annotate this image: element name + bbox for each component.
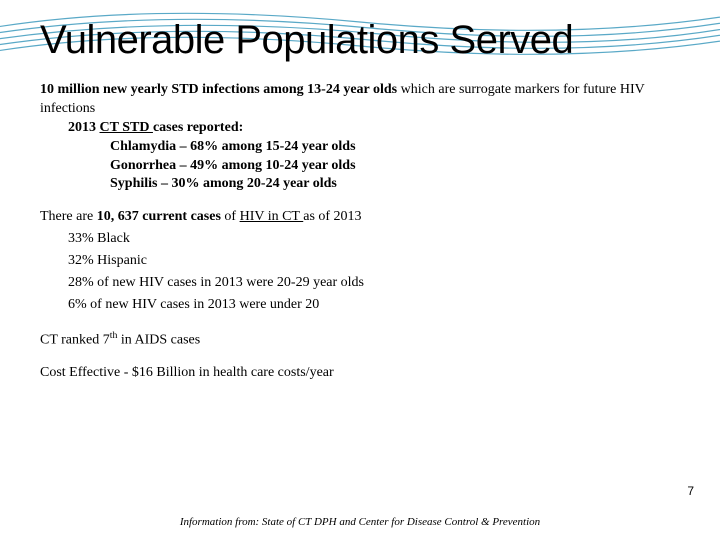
slide-content: Vulnerable Populations Served 10 million… <box>0 0 720 383</box>
para-hiv: There are 10, 637 current cases of HIV i… <box>40 208 680 314</box>
std-lead-bold: 10 million new yearly STD infections amo… <box>40 82 401 97</box>
hiv-lead-pre: There are <box>40 209 97 224</box>
hiv-lead-ul: HIV in CT <box>240 209 304 224</box>
std-item: Syphilis – 30% among 20-24 year olds <box>40 175 680 194</box>
hiv-lead-post: as of 2013 <box>303 209 361 224</box>
std-item: Chlamydia – 68% among 15-24 year olds <box>40 138 680 157</box>
para-rank: CT ranked 7th in AIDS cases <box>40 329 680 351</box>
hiv-lead-bold: 10, 637 current cases <box>97 209 225 224</box>
hiv-item: 28% of new HIV cases in 2013 were 20-29 … <box>40 274 680 293</box>
std-sub-post: cases reported: <box>153 120 243 135</box>
page-title: Vulnerable Populations Served <box>40 18 680 63</box>
std-sub-pre: 2013 <box>68 120 100 135</box>
rank-post: in AIDS cases <box>117 332 200 347</box>
hiv-item: 33% Black <box>40 230 680 249</box>
footer-citation: Information from: State of CT DPH and Ce… <box>0 516 720 528</box>
page-number: 7 <box>687 484 694 498</box>
std-sub-ul: CT STD <box>100 120 153 135</box>
std-item: Gonorrhea – 49% among 10-24 year olds <box>40 157 680 176</box>
rank-pre: CT ranked 7 <box>40 332 110 347</box>
hiv-item: 32% Hispanic <box>40 252 680 271</box>
hiv-item: 6% of new HIV cases in 2013 were under 2… <box>40 296 680 315</box>
hiv-lead-mid: of <box>224 209 239 224</box>
para-cost: Cost Effective - $16 Billion in health c… <box>40 364 680 383</box>
para-std: 10 million new yearly STD infections amo… <box>40 81 680 194</box>
